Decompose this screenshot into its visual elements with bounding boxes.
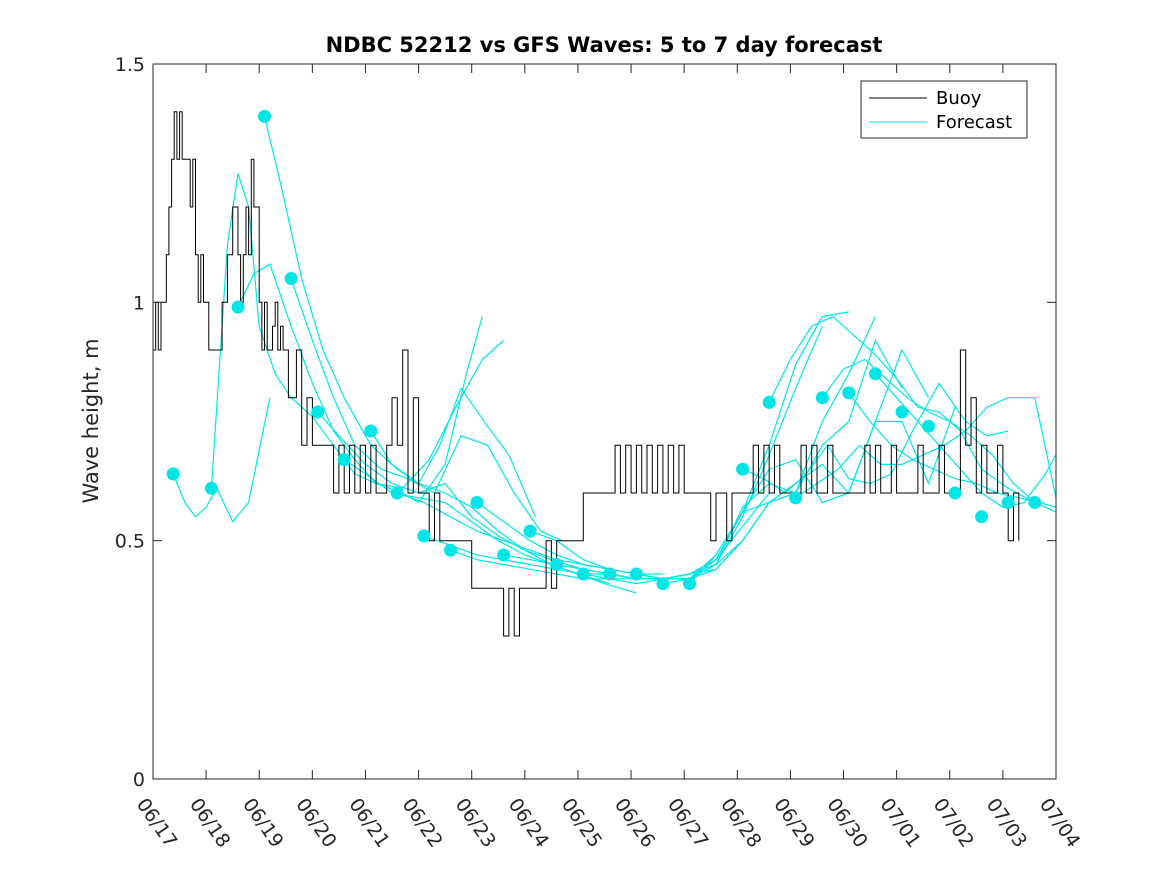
plot-frame (152, 63, 1057, 780)
forecast-marker (736, 462, 750, 476)
forecast-marker (204, 481, 218, 495)
forecast-start-markers (166, 109, 1042, 591)
forecast-marker (311, 405, 325, 419)
forecast-marker (656, 577, 670, 591)
chart-title: NDBC 52212 vs GFS Waves: 5 to 7 day fore… (326, 33, 883, 57)
forecast-marker (550, 558, 564, 571)
forecast-marker (895, 405, 909, 419)
forecast-marker (497, 548, 511, 562)
forecast-marker (629, 567, 643, 581)
forecast-marker (975, 510, 989, 524)
legend-forecast-label: Forecast (936, 112, 1012, 133)
buoy-line (153, 111, 1020, 637)
forecast-line (210, 173, 483, 504)
forecast-marker (444, 543, 457, 557)
y-tick-label: 0 (133, 769, 145, 791)
y-axis-label: Wave height, m (79, 338, 103, 503)
forecast-marker (842, 386, 856, 400)
forecast-marker (1001, 496, 1015, 509)
forecast-marker (258, 109, 271, 123)
forecast-marker (390, 486, 404, 500)
legend-buoy-label: Buoy (936, 88, 982, 109)
forecast-line (609, 316, 876, 580)
forecast-marker (284, 272, 298, 285)
forecast-line (821, 358, 1056, 513)
y-tick-label: 0.5 (115, 531, 145, 553)
forecast-marker (948, 486, 962, 500)
forecast-marker (576, 567, 590, 581)
forecast-marker (337, 453, 351, 467)
buoy-series (153, 111, 1020, 637)
forecast-line (689, 407, 956, 585)
y-tick-label: 1 (133, 292, 145, 314)
forecast-marker (922, 419, 935, 433)
y-tick-label: 1.5 (115, 54, 145, 76)
forecast-marker (166, 467, 180, 481)
forecast-marker (789, 491, 803, 505)
forecast-marker (364, 424, 378, 438)
forecast-marker (815, 391, 829, 405)
forecast-marker (523, 524, 537, 538)
forecast-marker (683, 577, 696, 591)
y-axis: 0 0.5 1 1.5 (115, 54, 1056, 791)
forecast-marker (603, 567, 617, 581)
forecast-marker (1028, 496, 1042, 509)
forecast-marker (231, 300, 245, 314)
forecast-marker (868, 367, 882, 381)
forecast-line (263, 116, 536, 518)
forecast-marker (470, 496, 484, 509)
forecast-marker (762, 395, 776, 409)
legend: Buoy Forecast (860, 80, 1028, 139)
legend-box (860, 80, 1028, 139)
forecast-line (317, 411, 584, 570)
forecast-marker (417, 529, 431, 543)
forecast-line (290, 278, 563, 542)
